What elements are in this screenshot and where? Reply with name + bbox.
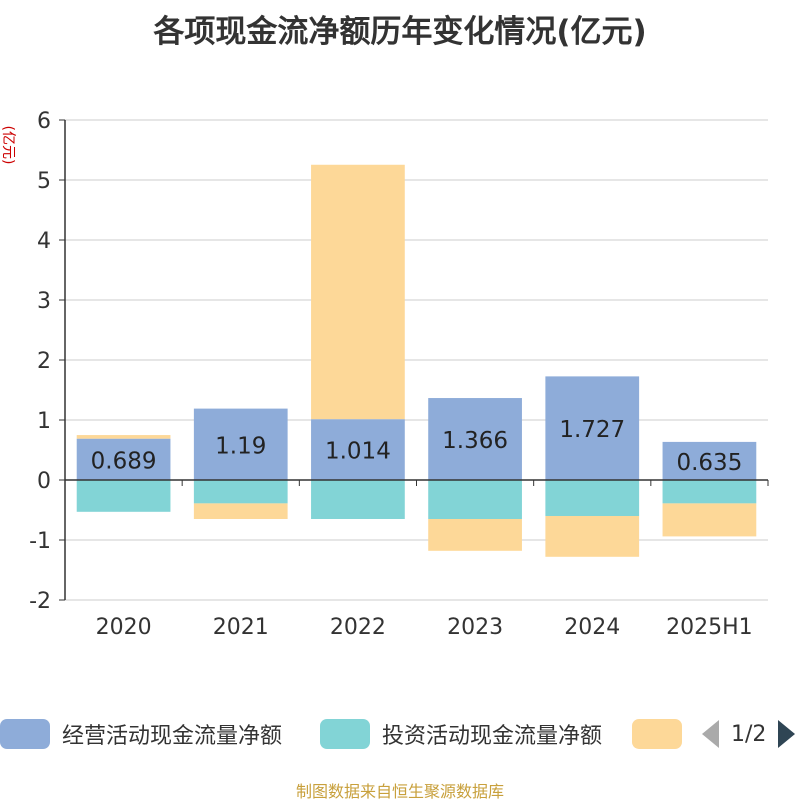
source-note: 制图数据来自恒生聚源数据库 xyxy=(295,782,504,801)
y-tick-label-0: 6 xyxy=(37,109,51,134)
bar-0-2025H1[interactable] xyxy=(662,441,757,480)
y-tick-label-5: 1 xyxy=(37,409,51,434)
bar-1-2020[interactable] xyxy=(76,480,171,512)
bar-0-2020[interactable] xyxy=(76,438,171,480)
y-tick-label-1: 5 xyxy=(37,169,51,194)
grid-lines xyxy=(65,119,768,601)
bar-2-2021[interactable] xyxy=(193,503,288,519)
x-tick-label-2025H1: 2025H1 xyxy=(666,615,753,640)
bar-1-2023[interactable] xyxy=(428,480,522,519)
data-label-2024: 1.727 xyxy=(559,417,625,443)
bar-1-2024[interactable] xyxy=(545,480,640,516)
legend-label-operating: 经营活动现金流量净额 xyxy=(62,724,283,749)
y-tick-label-7: -1 xyxy=(29,529,51,554)
bar-2-2023[interactable] xyxy=(428,519,522,551)
data-labels: 0.689 1.19 1.014 1.366 1.727 0.635 xyxy=(91,417,743,476)
x-tick-label-2024: 2024 xyxy=(564,615,620,640)
bar-0-2023[interactable] xyxy=(428,398,522,480)
data-label-2025H1: 0.635 xyxy=(676,450,742,476)
bar-2-2024[interactable] xyxy=(545,516,640,557)
bar-2-2025H1[interactable] xyxy=(662,503,757,537)
bar-2-2020[interactable] xyxy=(76,435,171,439)
y-tick-label-2: 4 xyxy=(37,229,51,254)
x-tick-label-2022: 2022 xyxy=(330,615,386,640)
legend: 经营活动现金流量净额 投资活动现金流量净额 xyxy=(0,716,800,752)
axes: 6 5 4 3 2 1 0 -1 -2 2020 2021 2022 2023 2024 2025H1 xyxy=(29,109,769,640)
bar-1-2022[interactable] xyxy=(311,480,405,519)
bar-0-2022[interactable] xyxy=(311,419,405,480)
chart-plot: 6 5 4 3 2 1 0 -1 -2 2020 2021 2022 2023 2024 2025H1 0.… xyxy=(0,109,769,640)
data-label-2021: 1.19 xyxy=(215,433,266,459)
bar-2-2022[interactable] xyxy=(311,164,405,420)
bar-0-2021[interactable] xyxy=(193,408,288,480)
x-tick-label-2021: 2021 xyxy=(213,615,269,640)
legend-page-indicator: 1/2 xyxy=(731,721,767,747)
data-label-2020: 0.689 xyxy=(91,448,157,474)
y-tick-label-6: 0 xyxy=(37,469,51,494)
x-tick-label-2020: 2020 xyxy=(96,615,152,640)
bars xyxy=(76,164,757,557)
legend-pager: 1/2 xyxy=(702,716,796,752)
legend-label-investing: 投资活动现金流量净额 xyxy=(382,724,603,749)
legend-swatch-investing xyxy=(320,719,370,749)
data-label-2022: 1.014 xyxy=(325,439,391,465)
legend-swatch-financing xyxy=(632,719,682,749)
legend-next-icon[interactable] xyxy=(778,720,796,748)
legend-item-0[interactable]: 经营活动现金流量净额 xyxy=(0,716,282,752)
legend-item-2[interactable] xyxy=(632,716,682,752)
data-label-2023: 1.366 xyxy=(442,428,508,454)
bar-1-2025H1[interactable] xyxy=(662,480,757,504)
y-tick-label-4: 2 xyxy=(37,349,51,374)
bar-0-2024[interactable] xyxy=(545,376,640,480)
y-axis-unit-label: (亿元) xyxy=(0,126,16,165)
y-tick-label-8: -2 xyxy=(29,589,51,614)
y-tick-label-3: 3 xyxy=(37,289,51,314)
legend-prev-icon[interactable] xyxy=(702,720,719,748)
chart-title: 各项现金流净额历年变化情况(亿元) xyxy=(153,14,647,50)
bar-1-2021[interactable] xyxy=(193,480,288,504)
legend-item-1[interactable]: 投资活动现金流量净额 xyxy=(320,716,602,752)
x-tick-label-2023: 2023 xyxy=(447,615,503,640)
legend-swatch-operating xyxy=(0,719,50,749)
